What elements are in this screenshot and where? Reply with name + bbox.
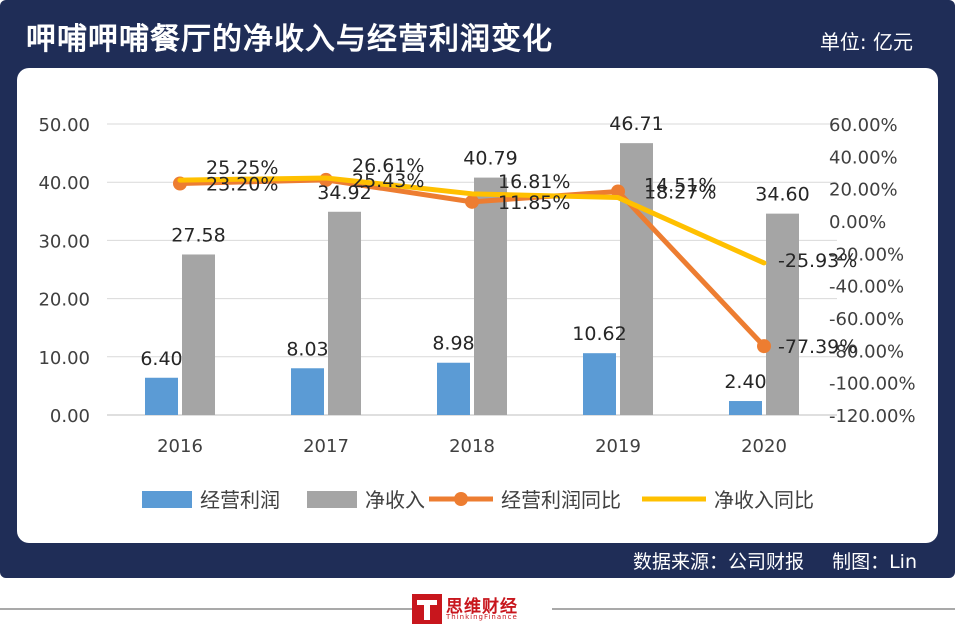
bar-data-label: 2.40: [724, 371, 766, 393]
legend-label: 净收入: [365, 488, 425, 512]
bar: [145, 377, 178, 415]
y-left-tick-label: 30.00: [38, 231, 90, 252]
y-left-tick-label: 0.00: [50, 406, 90, 427]
bar: [437, 362, 470, 415]
line-point: [465, 194, 479, 209]
y-right-tick-label: -120.00%: [829, 406, 916, 427]
bar-data-label: 27.58: [171, 224, 225, 246]
unit-label: 单位: 亿元: [819, 30, 913, 54]
chart-panel: 0.00 10.00 20.00 30.00 40.00 50.00 -120.00% -10…: [17, 68, 938, 543]
bar-data-label: 34.60: [755, 184, 809, 206]
brand-logo: 思维财经 ThinkingFinance: [412, 592, 552, 628]
y-right-tick-label: -20.00%: [829, 244, 904, 265]
chart-title: 呷哺呷哺餐厅的净收入与经营利润变化: [26, 22, 553, 57]
x-tick-label: 2019: [595, 436, 641, 457]
brand-t-icon: [412, 594, 442, 624]
bar-data-label: 10.62: [572, 323, 626, 345]
series-line: [177, 175, 767, 266]
line-data-label: -77.39%: [778, 336, 857, 358]
line-data-label: 26.61%: [352, 155, 424, 177]
line-data-label: 16.81%: [498, 171, 570, 193]
bar-data-label: 6.40: [140, 348, 182, 370]
y-right-tick-label: -100.00%: [829, 374, 916, 395]
x-tick-label: 2020: [741, 436, 787, 457]
x-tick-label: 2016: [157, 436, 203, 457]
x-tick-label: 2018: [449, 436, 495, 457]
y-left-tick-label: 10.00: [38, 348, 90, 369]
bar-data-label: 34.92: [317, 182, 371, 204]
bar: [474, 177, 507, 415]
y-right-tick-label: 0.00%: [829, 212, 886, 233]
y-left-tick-label: 40.00: [38, 173, 90, 194]
legend-swatch-dot: [454, 492, 468, 506]
legend-label: 净收入同比: [714, 488, 814, 512]
line-data-label: 25.25%: [206, 157, 278, 179]
source-text: 数据来源：公司财报: [633, 551, 805, 573]
y-left-tick-label: 20.00: [38, 290, 90, 311]
y-right-tick-label: -40.00%: [829, 277, 904, 298]
brand-subtitle: ThinkingFinance: [446, 613, 518, 621]
line-data-label: 18.27%: [644, 181, 716, 203]
y-right-tick-label: -80.00%: [829, 341, 904, 362]
bar: [766, 213, 799, 415]
brand-name: 思维财经: [446, 597, 518, 617]
bar: [182, 254, 215, 415]
author-text: 制图：Lin: [832, 551, 917, 573]
legend-label: 经营利润同比: [501, 488, 621, 512]
bar-data-label: 40.79: [463, 148, 517, 170]
source-note: 数据来源：公司财报 制图：Lin: [627, 547, 917, 574]
bar: [583, 353, 616, 415]
combo-chart: 0.00 10.00 20.00 30.00 40.00 50.00 -120.00% -10…: [38, 113, 916, 512]
bar: [291, 368, 324, 415]
line-data-label: 14.51%: [644, 175, 716, 197]
line-data-label: 23.20%: [206, 173, 278, 195]
line-data-label: 11.85%: [498, 192, 570, 214]
y-right-tick-label: 60.00%: [829, 115, 898, 136]
x-tick-label: 2017: [303, 436, 349, 457]
legend-swatch: [307, 491, 357, 508]
bar-data-label: 8.98: [432, 333, 474, 355]
legend-label: 经营利润: [200, 488, 280, 512]
y-right-tick-label: -60.00%: [829, 309, 904, 330]
bar: [729, 401, 762, 415]
bar-data-label: 46.71: [609, 113, 663, 135]
y-right-tick-label: 40.00%: [829, 147, 898, 168]
y-right-tick-label: 20.00%: [829, 180, 898, 201]
bar: [620, 143, 653, 415]
line-data-label: -25.93%: [778, 250, 857, 272]
bar-data-label: 8.03: [286, 338, 328, 360]
bar: [328, 211, 361, 415]
legend-swatch: [142, 491, 192, 508]
line-data-label: 25.43%: [352, 170, 424, 192]
y-left-tick-label: 50.00: [38, 115, 90, 136]
line-point: [757, 339, 771, 354]
